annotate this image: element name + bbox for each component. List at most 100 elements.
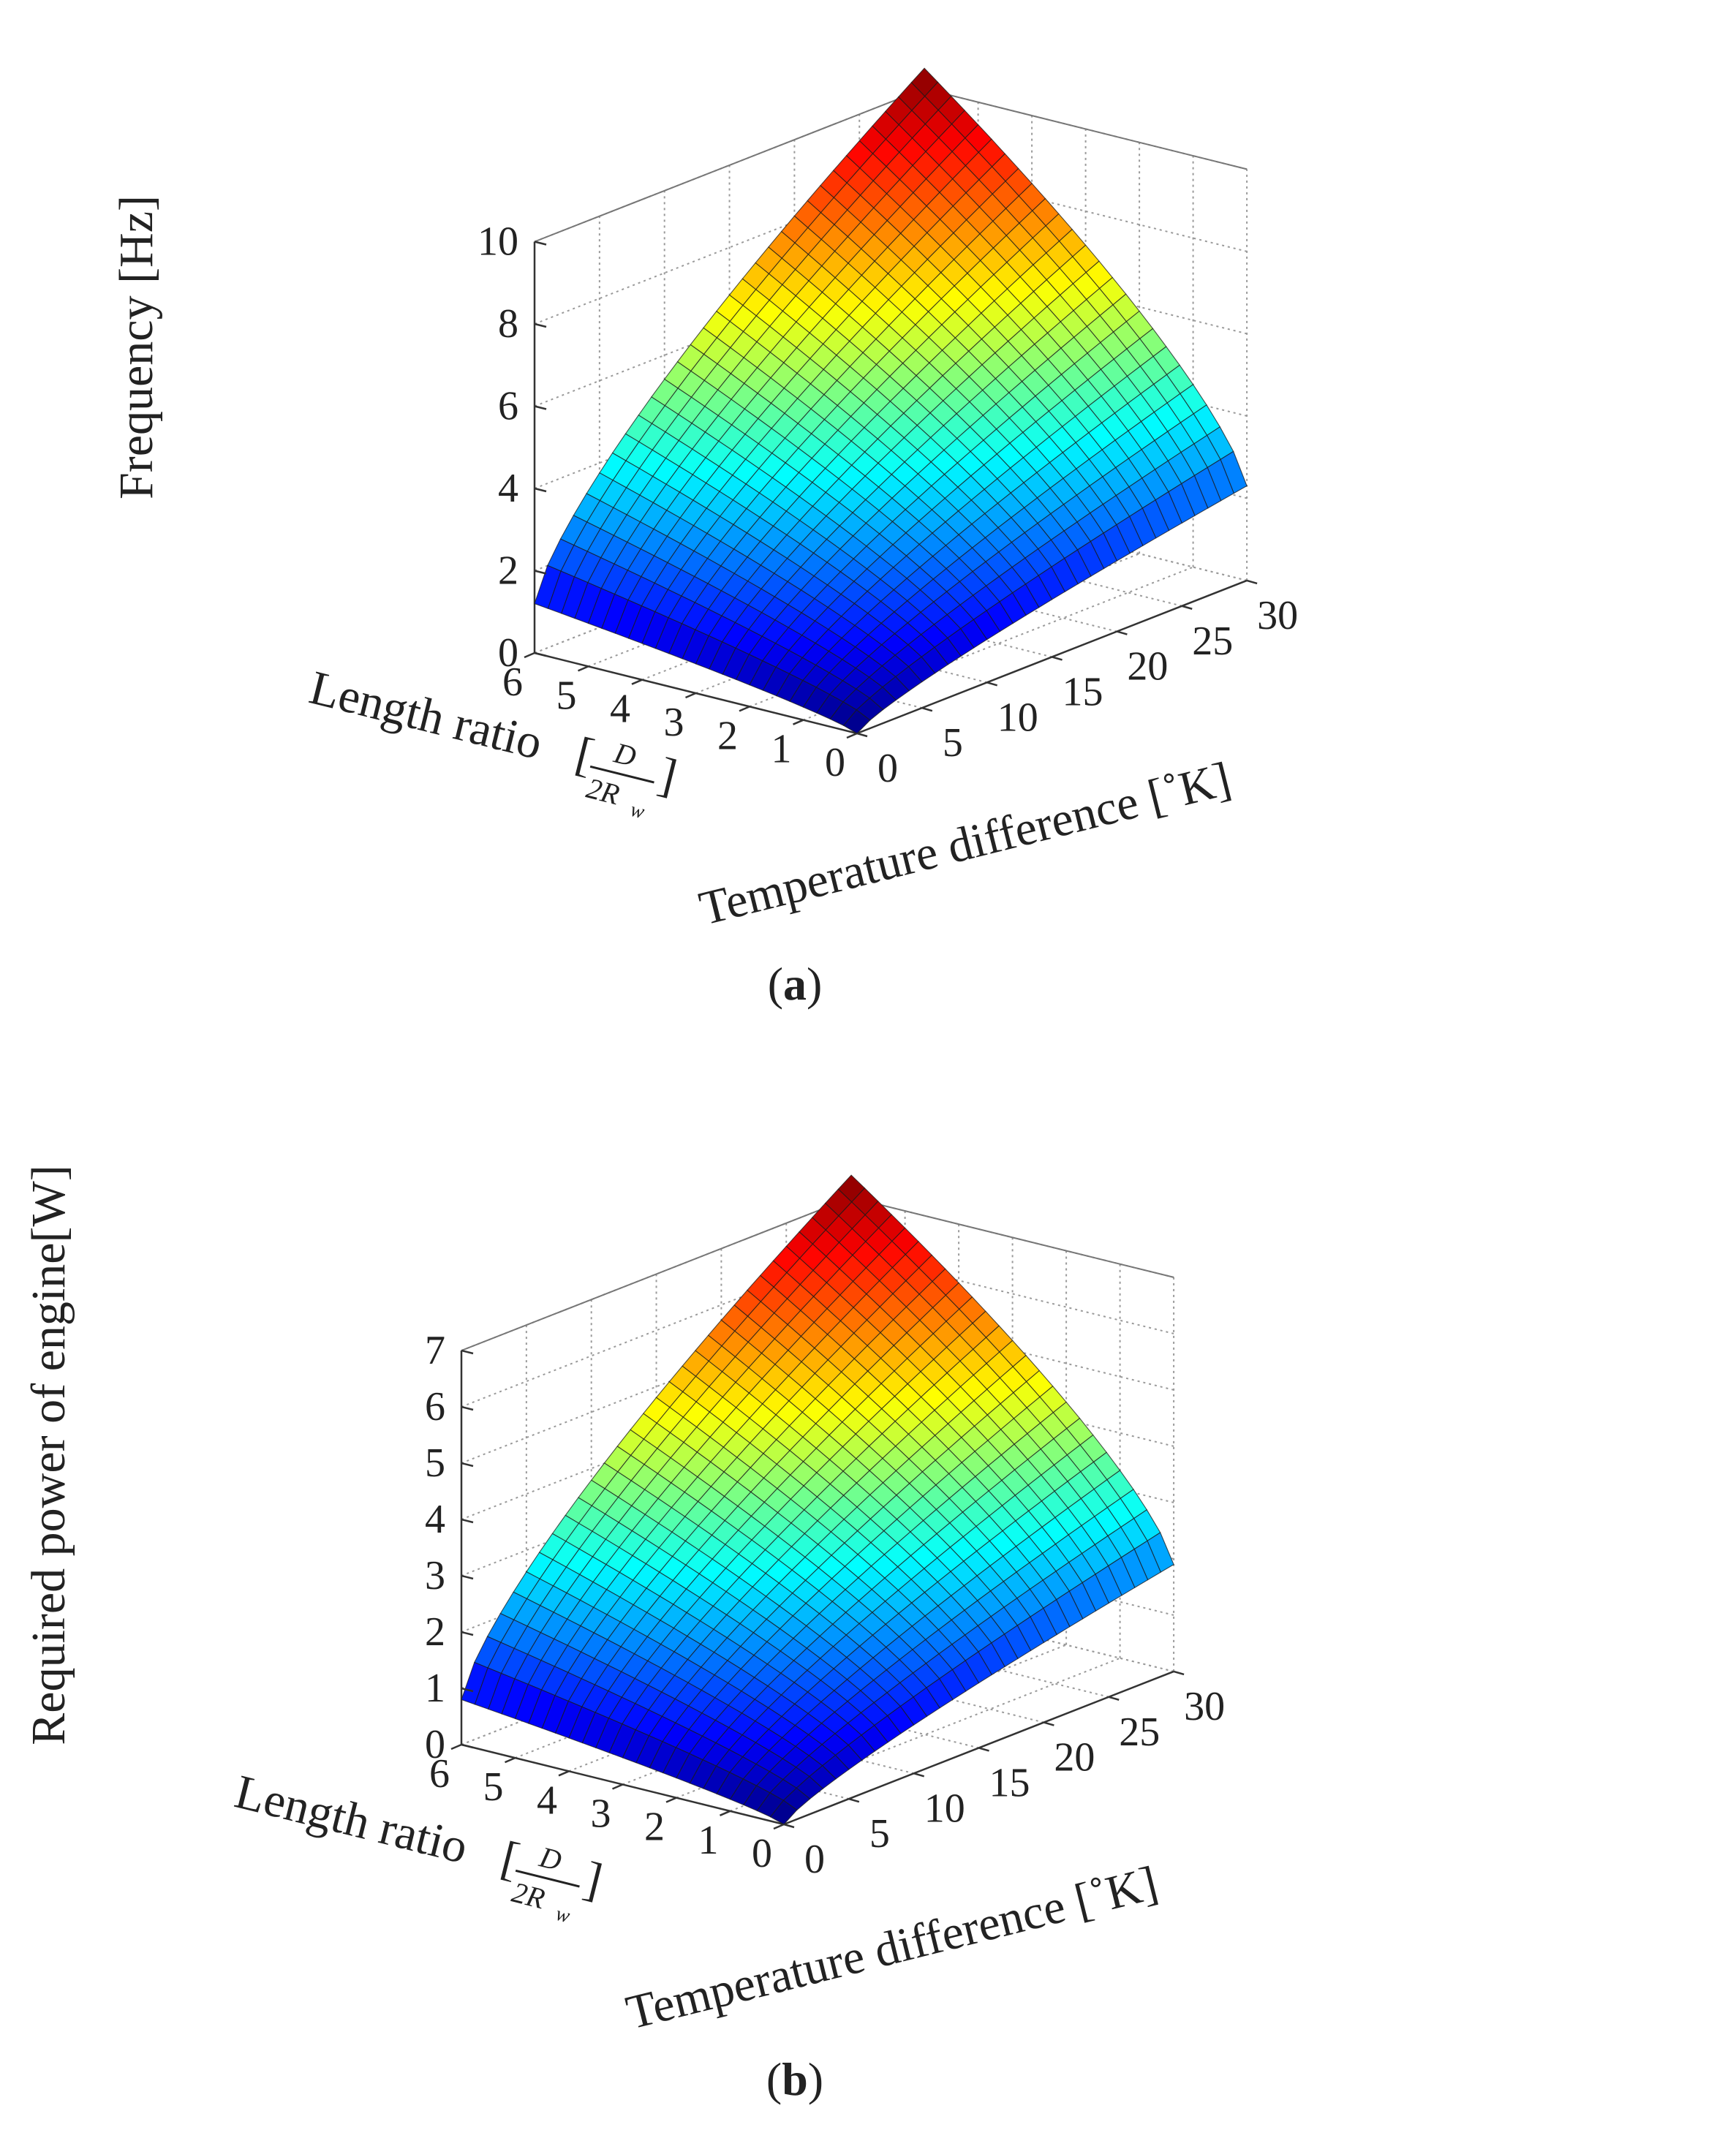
z-tick-mark	[534, 652, 547, 657]
surface-patch	[769, 1799, 798, 1825]
z-tick-mark	[534, 570, 547, 575]
panel-b-xlabel-fraction-bar	[515, 1869, 580, 1888]
y-tick-label: 0	[804, 1837, 825, 1882]
z-tick-label: 3	[425, 1553, 445, 1598]
panel-b-caption: (b)	[766, 2053, 823, 2105]
y-tick-label: 15	[1063, 669, 1103, 714]
x-tick-mark	[578, 665, 589, 672]
panel-a-xlabel-denominator-sub: w	[628, 798, 647, 824]
z-tick-label: 1	[425, 1666, 445, 1711]
y-tick-label: 10	[997, 695, 1038, 740]
y-tick-label: 25	[1119, 1710, 1160, 1755]
y-tick-mark	[1181, 605, 1193, 610]
y-tick-label: 10	[924, 1786, 965, 1831]
x-tick-mark	[846, 732, 858, 739]
x-tick-label: 0	[825, 740, 845, 785]
panel-a-xlabel-bracket-close: ]	[654, 748, 682, 804]
z-tick-mark	[534, 405, 547, 410]
x-tick-label: 6	[429, 1751, 450, 1797]
z-tick-mark	[534, 487, 547, 493]
y-tick-mark	[1173, 1670, 1185, 1676]
z-tick-label: 0	[498, 630, 518, 676]
y-tick-mark	[1117, 630, 1128, 635]
y-tick-label: 30	[1184, 1684, 1225, 1729]
x-tick-mark	[524, 652, 535, 659]
panel-a-zlabel: Frequency [Hz]	[110, 195, 163, 499]
panel-a-ylabel: Temperature difference [˚K]	[694, 752, 1236, 936]
x-tick-mark	[665, 1797, 677, 1803]
x-tick-mark	[739, 706, 750, 712]
panel-b-xlabel-denominator: 2R	[509, 1876, 548, 1915]
y-tick-mark	[978, 1747, 989, 1752]
panel-a-xlabel-numerator: D	[611, 736, 640, 773]
x-tick-mark	[505, 1757, 516, 1764]
z-tick-label: 2	[425, 1609, 445, 1655]
z-tick-mark	[461, 1518, 474, 1524]
x-tick-label: 1	[771, 727, 792, 772]
x-tick-label: 3	[664, 700, 684, 745]
panel-b-ylabel: Temperature difference [˚K]	[621, 1857, 1163, 2040]
x-tick-label: 2	[644, 1805, 665, 1850]
z-tick-mark	[461, 1743, 474, 1749]
x-tick-mark	[612, 1783, 623, 1790]
x-tick-mark	[793, 719, 804, 725]
z-tick-label: 6	[498, 384, 518, 429]
x-tick-label: 6	[502, 660, 523, 705]
x-tick-label: 2	[717, 713, 738, 758]
z-tick-label: 8	[498, 301, 518, 347]
x-tick-label: 4	[537, 1778, 557, 1823]
x-tick-label: 4	[610, 687, 630, 732]
y-tick-label: 30	[1257, 593, 1298, 638]
z-tick-label: 2	[498, 548, 518, 594]
z-tick-label: 0	[425, 1722, 445, 1767]
x-tick-mark	[450, 1743, 462, 1750]
x-tick-mark	[685, 692, 696, 699]
x-tick-label: 0	[752, 1831, 772, 1876]
x-tick-mark	[720, 1810, 731, 1816]
z-tick-label: 4	[425, 1497, 445, 1542]
z-tick-mark	[461, 1687, 474, 1693]
panel-b-zlabel: Required power of engine[W]	[22, 1165, 75, 1745]
y-tick-mark	[913, 1772, 925, 1778]
y-tick-mark	[856, 732, 868, 738]
y-tick-label: 0	[878, 746, 898, 791]
panel-a-xlabel-fraction-bar	[589, 765, 654, 784]
y-tick-mark	[921, 706, 933, 712]
z-tick-label: 6	[425, 1384, 445, 1429]
z-tick-mark	[534, 241, 547, 246]
surface-patch	[842, 709, 871, 734]
y-tick-label: 5	[943, 720, 963, 766]
y-tick-mark	[1108, 1696, 1120, 1701]
x-tick-label: 1	[698, 1818, 719, 1863]
y-tick-label: 5	[869, 1811, 890, 1857]
panel-a-surface	[534, 67, 1248, 734]
z-tick-label: 5	[425, 1440, 445, 1486]
y-tick-mark	[848, 1797, 860, 1803]
y-tick-mark	[783, 1823, 795, 1829]
x-tick-label: 3	[591, 1791, 611, 1836]
z-tick-label: 7	[425, 1328, 445, 1373]
panel-b-xlabel-denominator-sub: w	[554, 1903, 573, 1928]
y-tick-label: 20	[1127, 644, 1168, 690]
x-tick-mark	[558, 1770, 570, 1777]
z-tick-mark	[461, 1349, 474, 1355]
y-tick-label: 20	[1054, 1735, 1095, 1780]
panel-b-surface	[461, 1174, 1174, 1825]
y-tick-mark	[1044, 1721, 1054, 1726]
panel-b-xlabel-bracket-close: ]	[579, 1852, 608, 1908]
panel-a-caption: (a)	[768, 958, 823, 1010]
x-tick-mark	[631, 679, 643, 685]
x-tick-mark	[773, 1823, 785, 1830]
y-tick-label: 25	[1192, 619, 1233, 664]
x-tick-label: 5	[483, 1764, 504, 1810]
panel-b-xlabel-numerator: D	[536, 1840, 565, 1877]
y-tick-mark	[1052, 656, 1063, 661]
z-tick-mark	[461, 1462, 474, 1468]
z-tick-mark	[534, 322, 547, 328]
z-tick-label: 10	[478, 219, 518, 265]
y-tick-mark	[1246, 579, 1258, 585]
